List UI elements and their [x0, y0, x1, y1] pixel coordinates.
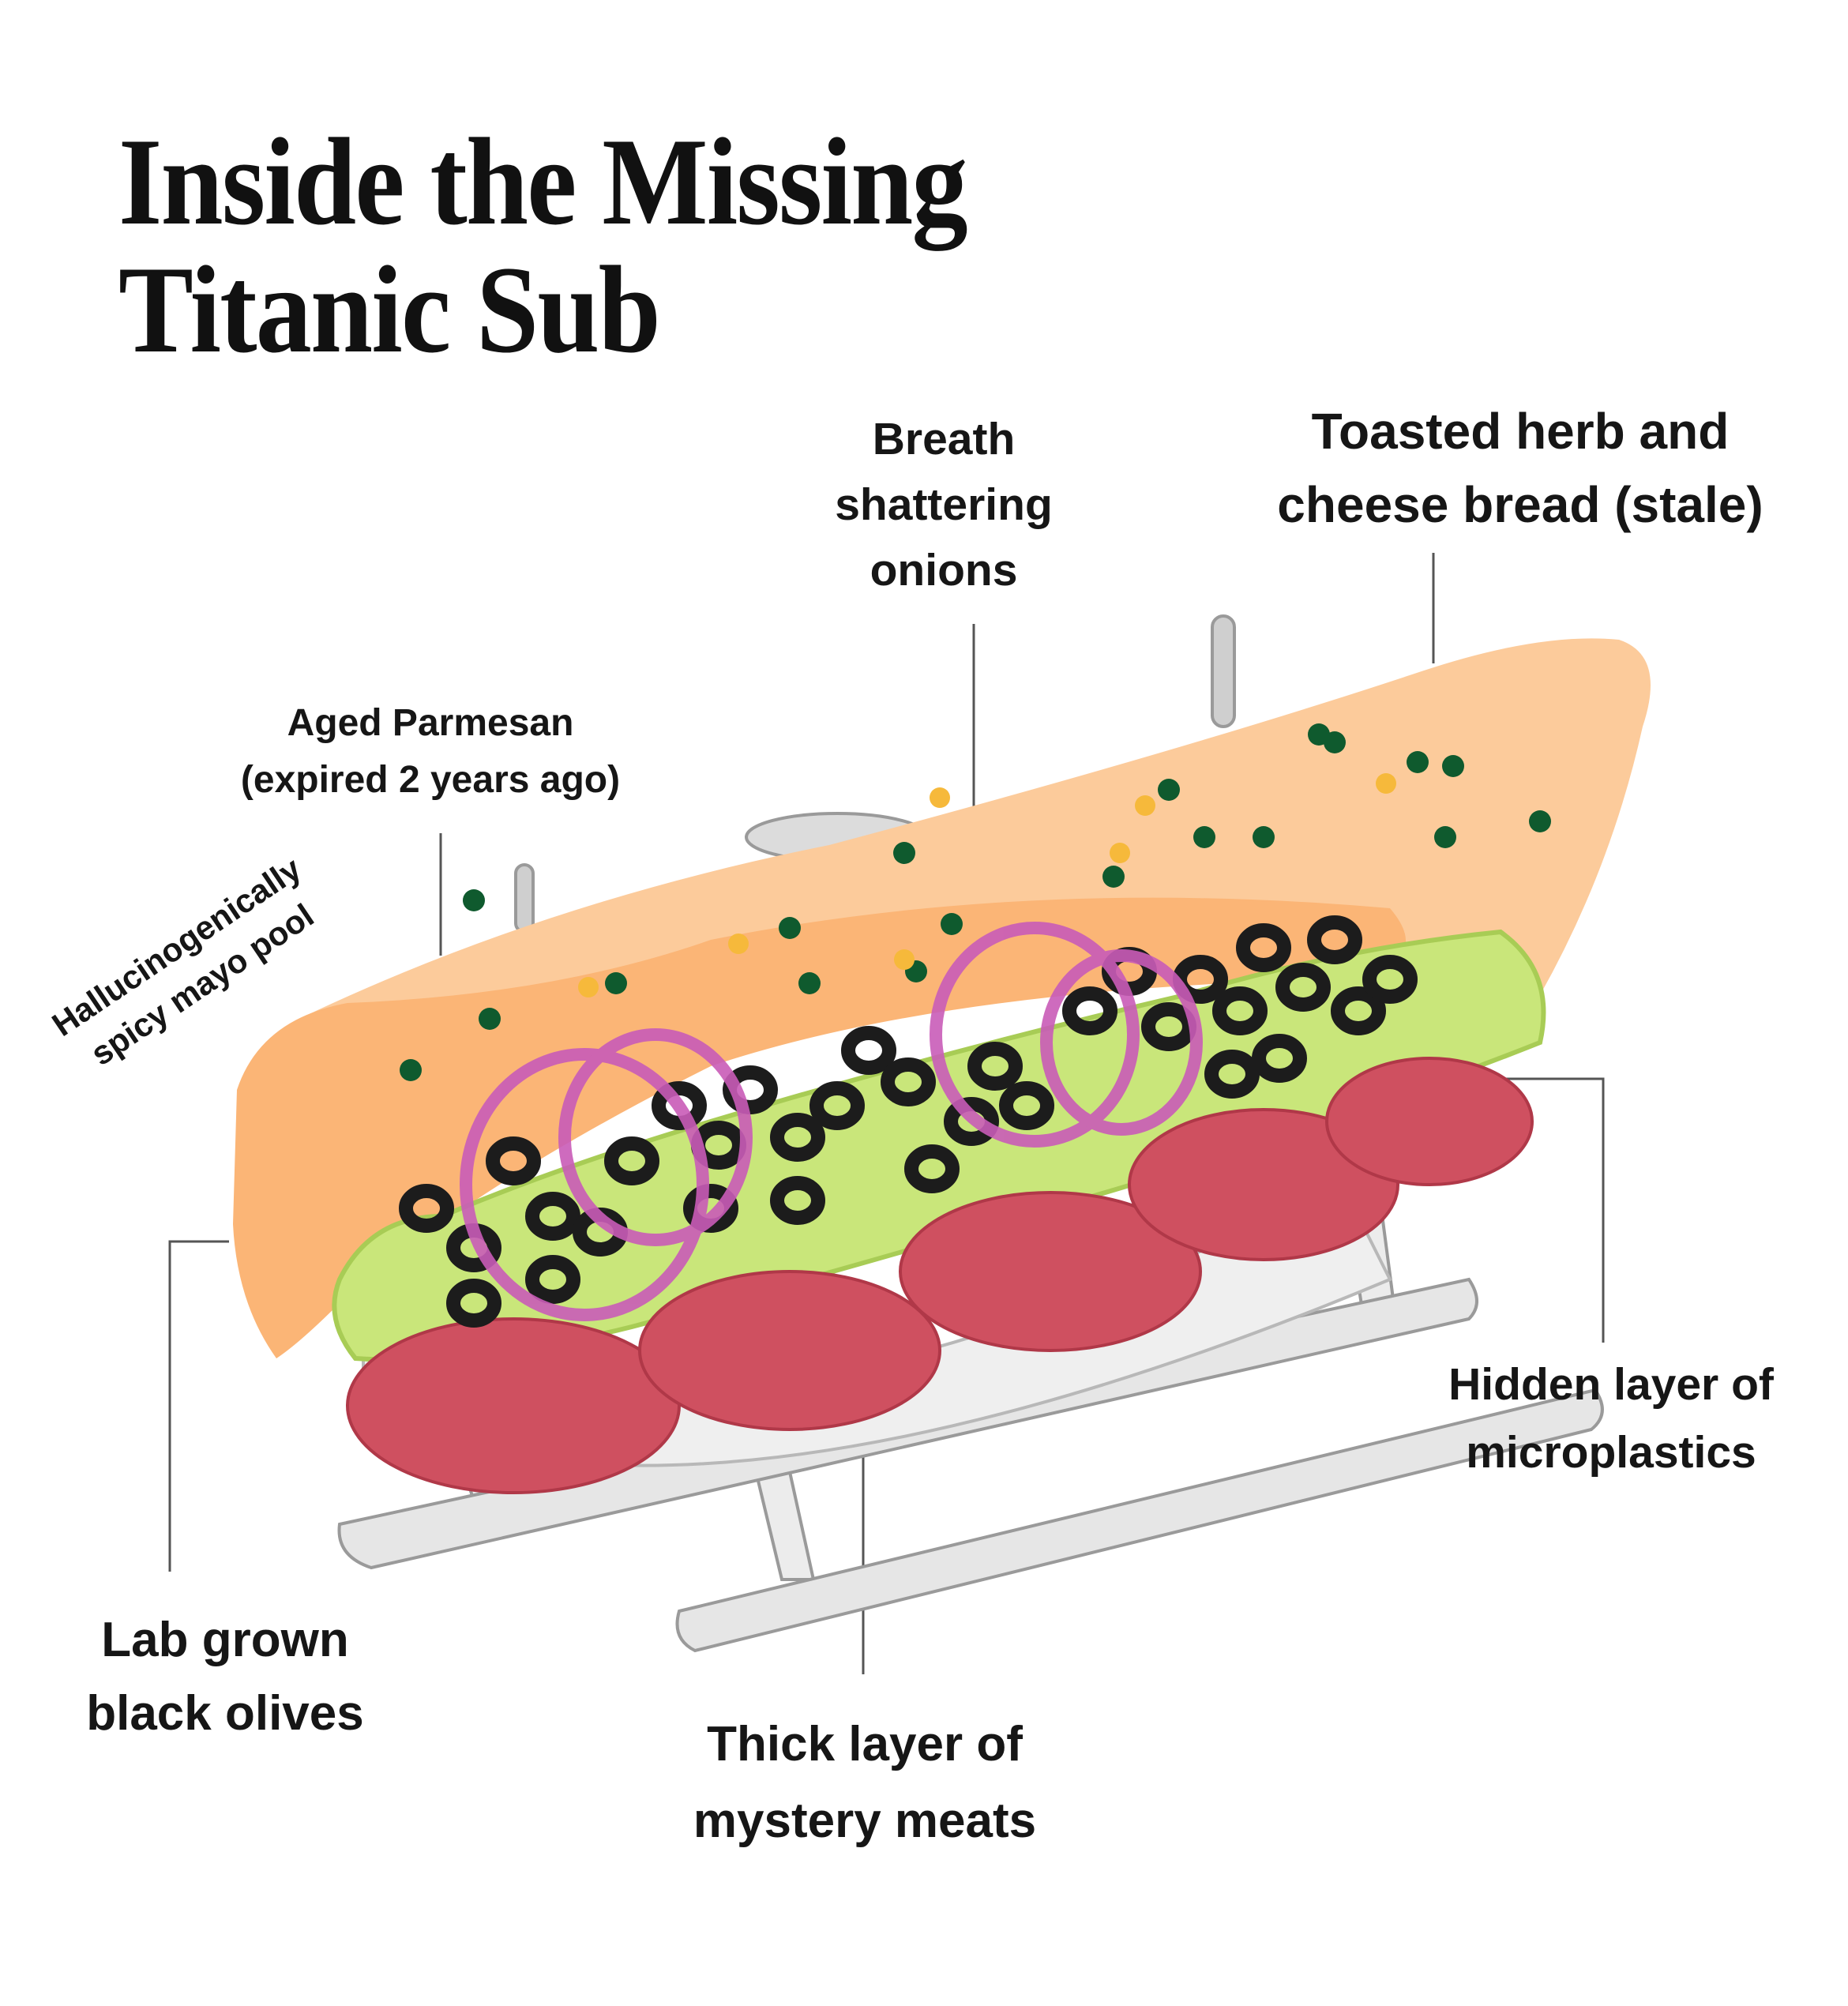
- olive-ring: [1275, 963, 1331, 1012]
- cheese-speck: [1110, 843, 1130, 863]
- onion-ring: [1040, 949, 1203, 1136]
- label-parmesan: Aged Parmesan (expired 2 years ago): [197, 695, 663, 809]
- herb-speck: [1434, 826, 1456, 848]
- onion-ring: [460, 1048, 709, 1321]
- label-line: microplastics: [1466, 1427, 1756, 1478]
- olive-ring: [904, 1144, 960, 1193]
- olive-ring: [1204, 1050, 1260, 1099]
- herb-speck: [1442, 755, 1464, 777]
- olive-ring: [967, 1042, 1023, 1091]
- salami-layer: [346, 1057, 1534, 1494]
- cheese-speck: [930, 787, 950, 808]
- sub-antenna: [1211, 614, 1236, 728]
- olive-ring: [770, 1113, 825, 1162]
- olive-ring: [1062, 986, 1117, 1035]
- olive-ring: [652, 1081, 707, 1130]
- label-line: shattering: [835, 479, 1053, 530]
- salami-slice: [1325, 1057, 1534, 1186]
- label-black-olives: Lab grown black olives: [32, 1603, 419, 1750]
- title-line-1: Inside the Missing: [118, 113, 968, 251]
- olive-ring: [1307, 915, 1362, 964]
- leader-microplastics: [1489, 1077, 1605, 1343]
- herb-speck: [1102, 866, 1125, 888]
- olive-ring: [1252, 1034, 1307, 1083]
- onion-ring: [930, 922, 1140, 1148]
- label-line: (expired 2 years ago): [240, 759, 621, 801]
- herb-speck: [1158, 779, 1180, 801]
- label-line: onions: [870, 545, 1018, 595]
- herb-speck: [1407, 751, 1429, 773]
- label-line: Hidden layer of: [1448, 1359, 1774, 1410]
- olive-ring: [881, 1057, 936, 1106]
- herb-speck: [479, 1008, 501, 1030]
- cheese-speck: [728, 934, 749, 954]
- salami-slice: [899, 1191, 1202, 1352]
- olive-ring: [841, 1026, 896, 1075]
- label-line: Thick layer of: [707, 1717, 1023, 1771]
- herb-speck: [605, 972, 627, 994]
- olive-ring: [1331, 986, 1386, 1035]
- cheese-speck: [578, 977, 599, 997]
- onion-ring: [558, 1028, 753, 1246]
- label-bread: Toasted herb and cheese bread (stale): [1208, 395, 1832, 542]
- herb-speck: [798, 972, 821, 994]
- olive-ring: [604, 1136, 659, 1185]
- herb-speck: [779, 917, 801, 939]
- olive-ring: [1362, 955, 1418, 1004]
- olive-ring: [525, 1255, 580, 1304]
- olive-ring: [1236, 923, 1291, 972]
- cheese-speck: [1135, 795, 1155, 816]
- label-microplastics: Hidden layer of microplastics: [1398, 1350, 1824, 1486]
- olive-ring: [486, 1136, 541, 1185]
- herb-speck: [1253, 826, 1275, 848]
- skid-rail: [675, 1388, 1604, 1653]
- label-line: Toasted herb and: [1311, 403, 1730, 460]
- leader-olives: [168, 1240, 229, 1572]
- bread-specks: [400, 723, 1551, 1081]
- salami-slice: [1128, 1108, 1399, 1261]
- herb-speck: [1324, 731, 1346, 753]
- olive-ring: [944, 1097, 999, 1146]
- title-line-2: Titanic Sub: [118, 241, 661, 379]
- label-line: cheese bread (stale): [1277, 476, 1763, 533]
- label-line: Breath: [872, 414, 1016, 464]
- sub-antenna-2: [514, 863, 535, 934]
- cheese-speck: [894, 949, 915, 970]
- label-line: mystery meats: [693, 1794, 1037, 1848]
- salami-slice: [638, 1270, 941, 1431]
- olive-ring: [446, 1279, 501, 1328]
- olive-ring: [809, 1081, 865, 1130]
- label-line: Lab grown: [101, 1613, 349, 1667]
- label-line: Aged Parmesan: [287, 702, 574, 744]
- herb-speck: [400, 1059, 422, 1081]
- olive-ring: [999, 1081, 1054, 1130]
- onion-rings: [460, 922, 1203, 1321]
- label-mystery-meats: Thick layer of mystery meats: [632, 1706, 1098, 1859]
- olive-ring: [399, 1184, 454, 1233]
- label-line: black olives: [86, 1686, 364, 1741]
- herb-speck: [463, 889, 485, 911]
- olive-ring: [525, 1192, 580, 1241]
- label-breath-onions: Breath shattering onions: [778, 407, 1110, 603]
- diagram-title: Inside the Missing Titanic Sub: [118, 118, 1042, 374]
- herb-speck: [1193, 826, 1215, 848]
- olive-ring: [1212, 986, 1268, 1035]
- bread-top: [236, 638, 1651, 1161]
- cheese-speck: [1376, 773, 1396, 794]
- olive-ring: [770, 1176, 825, 1225]
- herb-speck: [1529, 810, 1551, 832]
- mayo-pool: [233, 897, 1406, 1358]
- herb-speck: [941, 913, 963, 935]
- herb-speck: [893, 842, 915, 864]
- salami-slice: [346, 1317, 681, 1494]
